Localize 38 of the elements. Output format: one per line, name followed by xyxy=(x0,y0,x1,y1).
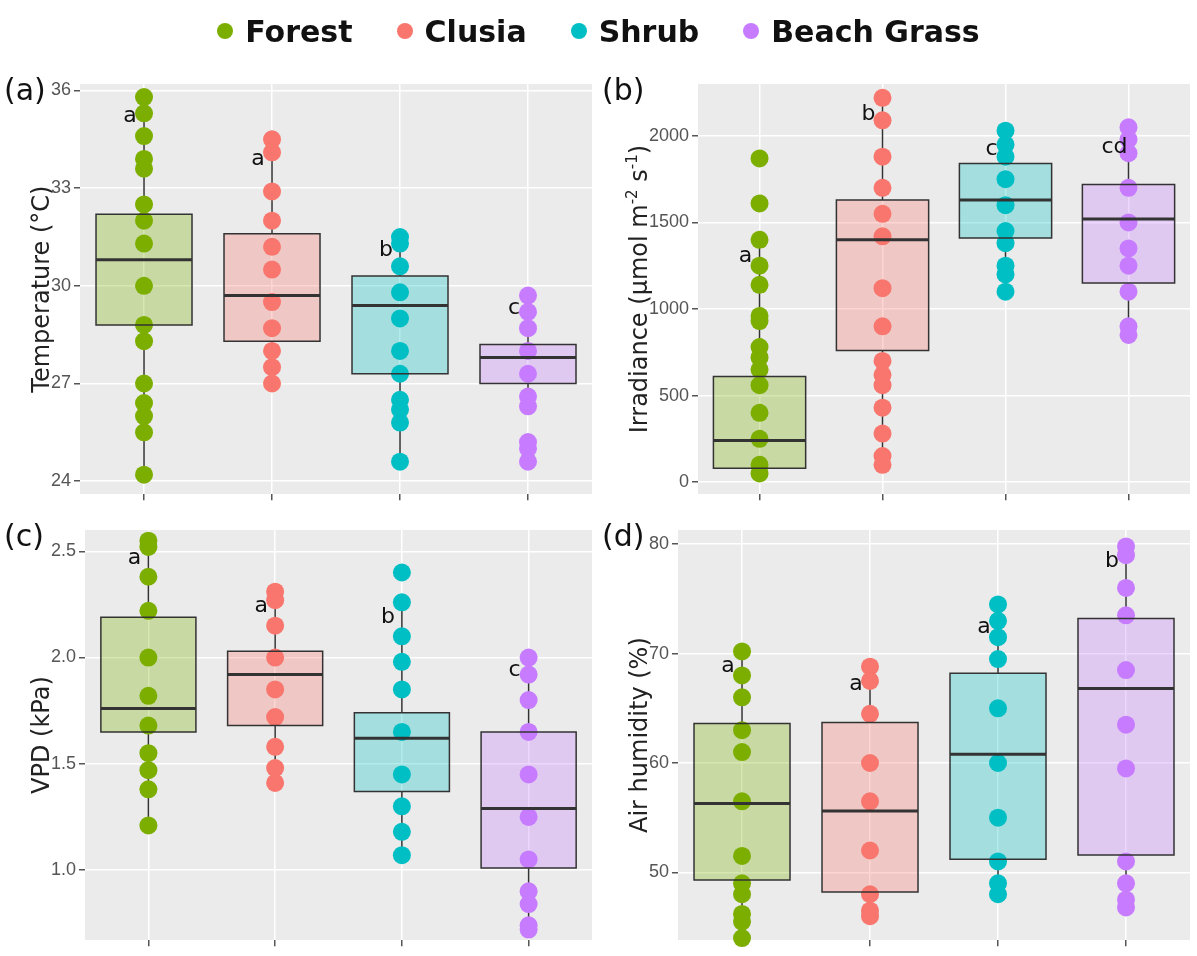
annotation: a xyxy=(977,612,991,638)
legend-label: Forest xyxy=(245,13,353,49)
annotation: a xyxy=(123,102,137,128)
y-tick-label: 30 xyxy=(50,274,72,295)
annotation: a xyxy=(849,669,863,695)
annotation: b xyxy=(379,235,393,261)
chart-title: (d) xyxy=(602,517,645,553)
y-tick-label: 1.0 xyxy=(50,859,77,880)
annotation: b xyxy=(861,100,876,126)
y-tick-label: 2000 xyxy=(649,124,690,145)
chart-title: (c) xyxy=(4,517,44,553)
y-tick-label: 1500 xyxy=(649,211,690,232)
annotation: b xyxy=(380,603,395,629)
y-tick-label: 50 xyxy=(648,861,670,882)
y-tick-label: 24 xyxy=(50,470,72,491)
chart-title: (a) xyxy=(4,71,46,107)
y-tick-label: 2.0 xyxy=(50,646,77,667)
annotation: c xyxy=(507,294,521,320)
y-tick-label: 2.5 xyxy=(50,540,77,561)
y-tick-label: 0 xyxy=(679,471,690,492)
annotation: c xyxy=(508,656,521,682)
y-tick-label: 500 xyxy=(659,384,690,405)
annotation: cd xyxy=(1101,132,1128,158)
y-tick-label: 60 xyxy=(648,751,670,772)
y-tick-label: 80 xyxy=(648,533,670,554)
annotation: a xyxy=(127,543,142,569)
legend-label: Shrub xyxy=(598,13,700,49)
annotation: a xyxy=(738,241,753,267)
annotation: a xyxy=(721,652,735,678)
annotation: a xyxy=(251,144,265,170)
legend-label: Clusia xyxy=(424,13,527,49)
y-tick-label: 36 xyxy=(50,79,72,100)
y-tick-label: 27 xyxy=(50,372,72,393)
legend-label: Beach Grass xyxy=(771,13,980,49)
annotation: c xyxy=(985,134,998,160)
chart-title: (b) xyxy=(602,71,645,107)
annotation: b xyxy=(1105,547,1119,573)
annotation: a xyxy=(254,592,268,618)
